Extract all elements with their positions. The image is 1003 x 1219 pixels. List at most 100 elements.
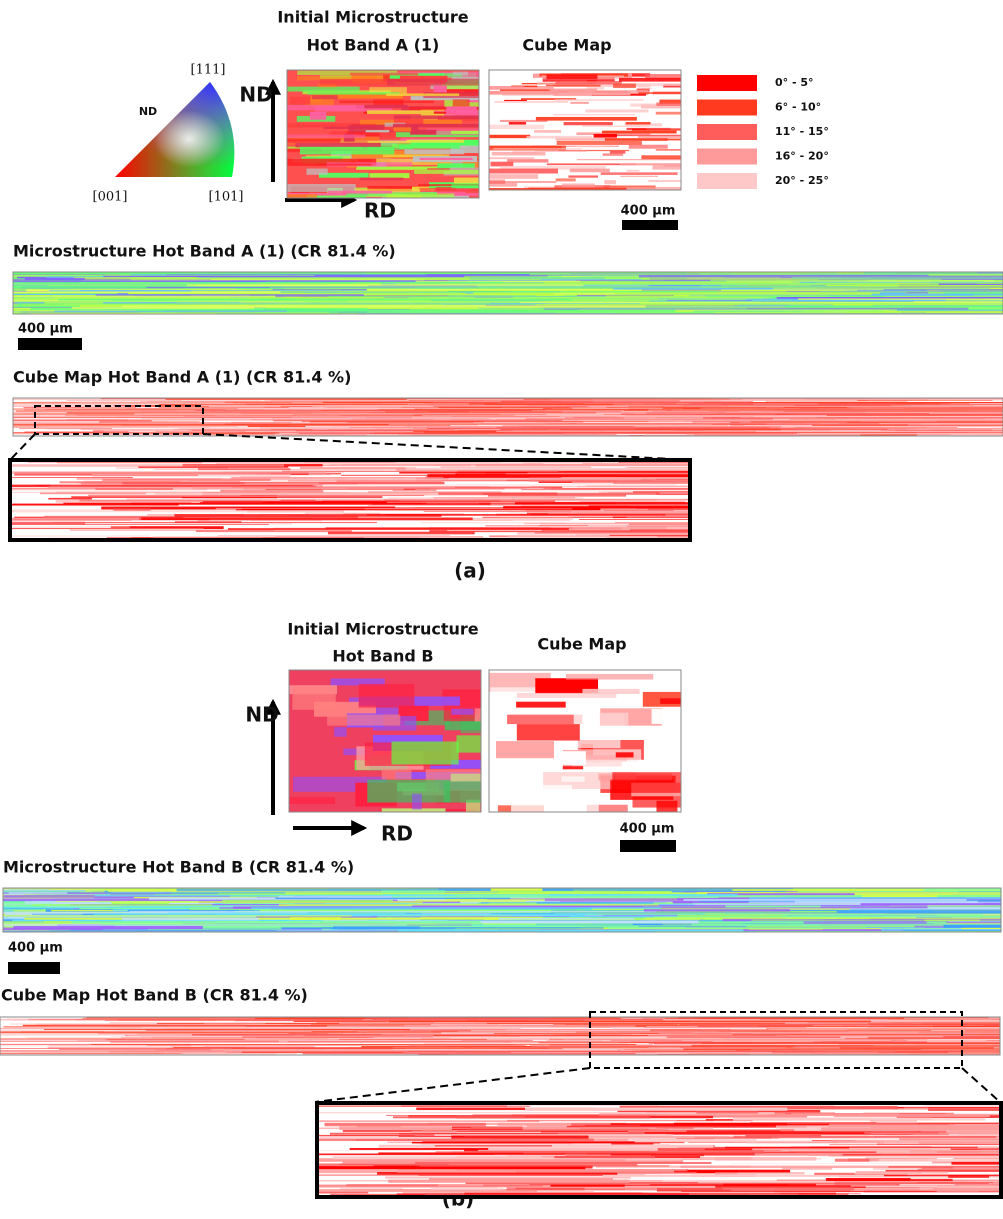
legend-label: 16° - 20° <box>775 150 829 163</box>
grain <box>797 298 1003 300</box>
grain <box>285 892 775 894</box>
grain <box>638 136 681 138</box>
grain <box>20 1031 358 1033</box>
grain <box>3 930 458 932</box>
grain <box>750 1032 1000 1034</box>
grain <box>619 163 681 166</box>
grain <box>392 1048 500 1050</box>
grain <box>733 1136 997 1138</box>
grain <box>23 409 178 411</box>
grain <box>578 519 690 520</box>
grain <box>451 708 474 715</box>
grain <box>80 429 548 430</box>
grain <box>643 906 1001 908</box>
micrograph <box>13 272 1003 314</box>
grain <box>218 893 723 895</box>
grain <box>610 1152 883 1156</box>
grain <box>869 1120 917 1122</box>
grain <box>535 304 1003 306</box>
ipf-label: [111] <box>191 63 226 78</box>
grain <box>529 1019 1000 1021</box>
grain <box>225 536 309 538</box>
micrograph-frame <box>0 1016 1001 1056</box>
grain <box>99 421 200 423</box>
grain <box>867 1037 1000 1039</box>
grain <box>262 408 380 410</box>
grain <box>419 1165 670 1167</box>
grain <box>649 300 1003 303</box>
grain <box>641 731 668 742</box>
legend-label: 6° - 10° <box>775 101 821 114</box>
grain <box>452 71 469 76</box>
grain <box>361 1045 711 1048</box>
grain <box>297 70 398 76</box>
grain <box>495 1191 595 1192</box>
grain <box>549 893 738 897</box>
grain <box>398 144 460 149</box>
grain <box>565 673 654 680</box>
grain <box>644 917 1001 919</box>
grain <box>0 1045 447 1047</box>
panel-title: Hot Band B <box>332 647 433 666</box>
grain <box>658 1033 981 1035</box>
grain <box>603 510 674 511</box>
grain <box>634 1139 757 1143</box>
grain <box>166 274 548 277</box>
grain <box>10 527 204 530</box>
grain <box>13 311 297 313</box>
grain <box>3 905 432 907</box>
grain <box>523 461 603 464</box>
grain <box>819 1053 908 1055</box>
grain <box>520 302 1003 304</box>
grain <box>531 486 690 487</box>
grain <box>626 169 640 172</box>
zoom-line <box>314 1067 591 1103</box>
grain <box>609 186 681 190</box>
grain <box>526 135 593 139</box>
grain <box>696 1110 759 1114</box>
grain <box>319 78 395 86</box>
grain <box>618 461 690 464</box>
grain <box>433 1022 808 1024</box>
legend: 0° - 5° 6° - 10° 11° - 15° 16° - 20° 20° - 2… <box>697 75 829 189</box>
grain <box>725 905 821 908</box>
grain <box>456 924 866 927</box>
grain <box>489 182 518 187</box>
grain <box>533 303 830 305</box>
grain <box>317 1120 540 1122</box>
grain <box>969 403 1003 405</box>
grain <box>826 284 1003 288</box>
grain <box>414 169 479 174</box>
grain <box>13 272 287 275</box>
grain <box>576 159 681 161</box>
grain <box>652 410 865 412</box>
grain <box>198 468 291 471</box>
grain <box>615 522 690 523</box>
grain <box>295 272 688 275</box>
grain <box>13 416 414 418</box>
grain <box>115 467 229 469</box>
grain <box>707 893 855 896</box>
grain <box>385 411 562 413</box>
grain <box>381 768 412 780</box>
grain <box>13 413 135 415</box>
grain <box>327 531 475 535</box>
grain <box>13 301 423 303</box>
grain <box>546 74 598 80</box>
grain <box>612 516 690 519</box>
grain <box>515 502 690 505</box>
grain <box>287 194 317 198</box>
grain <box>602 153 624 156</box>
grain <box>327 1038 846 1040</box>
grain <box>869 890 1001 893</box>
grain <box>228 528 569 530</box>
grain <box>785 305 1003 309</box>
grain <box>527 272 838 274</box>
grain <box>613 482 689 484</box>
grain <box>287 86 360 92</box>
grain <box>570 101 589 104</box>
micrograph-frame <box>315 1101 1003 1199</box>
grain <box>502 1042 793 1043</box>
grain <box>613 83 636 89</box>
grain <box>368 286 899 288</box>
